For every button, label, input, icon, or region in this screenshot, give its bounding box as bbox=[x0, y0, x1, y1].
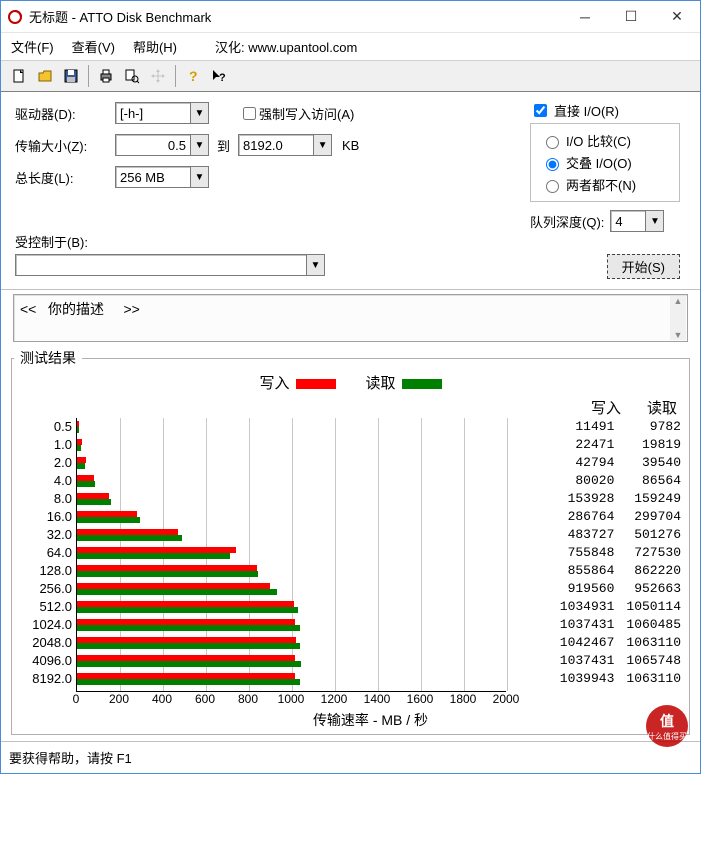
xfer-to-label: 到 bbox=[209, 136, 238, 155]
length-label: 总长度(L): bbox=[15, 168, 115, 187]
force-write-checkbox[interactable] bbox=[243, 107, 256, 120]
minimize-button[interactable]: ─ bbox=[562, 1, 608, 33]
toolbar-separator bbox=[88, 65, 89, 87]
x-axis: 0200400600800100012001400160018002000 bbox=[76, 692, 506, 708]
read-values-column: 9782198193954086564159249299704501276727… bbox=[614, 418, 681, 692]
maximize-button[interactable]: ☐ bbox=[608, 1, 654, 33]
neither-radio[interactable] bbox=[546, 180, 559, 193]
legend-read-label: 读取 bbox=[366, 375, 396, 392]
whatsthis-icon[interactable]: ? bbox=[207, 64, 231, 88]
chevron-down-icon[interactable]: ▼ bbox=[190, 103, 208, 123]
status-text: 要获得帮助，请按 F1 bbox=[9, 748, 132, 767]
xfer-label: 传输大小(Z): bbox=[15, 136, 115, 155]
drive-input[interactable] bbox=[116, 103, 190, 123]
scrollbar[interactable]: ▲▼ bbox=[670, 296, 686, 340]
form-area: 驱动器(D): ▼ 强制写入访问(A) 传输大小(Z): ▼ 到 ▼ bbox=[1, 92, 700, 290]
legend-write-swatch bbox=[296, 379, 336, 389]
help-icon[interactable]: ? bbox=[181, 64, 205, 88]
print-icon[interactable] bbox=[94, 64, 118, 88]
plot-area bbox=[76, 418, 506, 692]
save-icon[interactable] bbox=[59, 64, 83, 88]
localize-url: www.upantool.com bbox=[248, 40, 357, 55]
preview-icon[interactable] bbox=[120, 64, 144, 88]
io-compare-label: I/O 比较(C) bbox=[566, 131, 631, 150]
move-icon[interactable] bbox=[146, 64, 170, 88]
svg-text:?: ? bbox=[219, 72, 226, 84]
neither-label: 两者都不(N) bbox=[566, 175, 636, 194]
chevron-down-icon[interactable]: ▼ bbox=[190, 135, 208, 155]
open-icon[interactable] bbox=[33, 64, 57, 88]
chart: 0.51.02.04.08.016.032.064.0128.0256.0512… bbox=[14, 418, 687, 692]
window-title: 无标题 - ATTO Disk Benchmark bbox=[29, 7, 562, 26]
controlled-input[interactable] bbox=[16, 255, 306, 275]
titlebar: 无标题 - ATTO Disk Benchmark ─ ☐ ✕ bbox=[1, 1, 700, 33]
y-axis-labels: 0.51.02.04.08.016.032.064.0128.0256.0512… bbox=[14, 418, 76, 692]
io-compare-radio[interactable] bbox=[546, 136, 559, 149]
results-fieldset: 测试结果 写入 读取 写入 读取 0.51.02.04.08.016.032.0… bbox=[11, 348, 690, 735]
app-icon bbox=[7, 9, 23, 25]
menu-file[interactable]: 文件(F) bbox=[11, 37, 54, 56]
drive-label: 驱动器(D): bbox=[15, 104, 115, 123]
localize-label: 汉化: www.upantool.com bbox=[215, 37, 357, 56]
chevron-down-icon[interactable]: ▼ bbox=[190, 167, 208, 187]
col-header-read: 读取 bbox=[647, 397, 677, 418]
statusbar: 要获得帮助，请按 F1 bbox=[1, 741, 700, 773]
close-button[interactable]: ✕ bbox=[654, 1, 700, 33]
new-icon[interactable] bbox=[7, 64, 31, 88]
controlled-combo[interactable]: ▼ bbox=[15, 254, 325, 276]
drive-combo[interactable]: ▼ bbox=[115, 102, 209, 124]
direct-io-checkbox[interactable] bbox=[534, 104, 547, 117]
overlap-io-radio[interactable] bbox=[546, 158, 559, 171]
xfer-to-input[interactable] bbox=[239, 135, 313, 155]
description-text: 你的描述 bbox=[48, 301, 104, 317]
app-window: 无标题 - ATTO Disk Benchmark ─ ☐ ✕ 文件(F) 查看… bbox=[0, 0, 701, 774]
controlled-label: 受控制于(B): bbox=[15, 235, 88, 250]
start-button[interactable]: 开始(S) bbox=[607, 254, 680, 279]
xfer-from-input[interactable] bbox=[116, 135, 190, 155]
overlap-io-label: 交叠 I/O(O) bbox=[566, 153, 632, 172]
watermark-badge: 值 什么值得买 bbox=[646, 705, 688, 747]
description-box[interactable]: << 你的描述 >> ▲▼ bbox=[13, 294, 688, 342]
menu-view[interactable]: 查看(V) bbox=[72, 37, 115, 56]
queue-input[interactable] bbox=[611, 211, 645, 231]
svg-text:?: ? bbox=[189, 68, 198, 84]
force-write-label: 强制写入访问(A) bbox=[259, 104, 354, 123]
direct-io-label: 直接 I/O(R) bbox=[554, 101, 619, 120]
results-title: 测试结果 bbox=[14, 348, 82, 368]
xfer-to-combo[interactable]: ▼ bbox=[238, 134, 332, 156]
menu-help[interactable]: 帮助(H) bbox=[133, 37, 177, 56]
data-columns: 1149122471427948002015392828676448372775… bbox=[506, 418, 687, 692]
length-input[interactable] bbox=[116, 167, 190, 187]
xfer-from-combo[interactable]: ▼ bbox=[115, 134, 209, 156]
length-combo[interactable]: ▼ bbox=[115, 166, 209, 188]
col-header-write: 写入 bbox=[591, 397, 621, 418]
toolbar: ? ? bbox=[1, 60, 700, 92]
x-axis-label: 传输速率 - MB / 秒 bbox=[54, 710, 687, 730]
queue-label: 队列深度(Q): bbox=[530, 212, 604, 231]
chevron-down-icon[interactable]: ▼ bbox=[306, 255, 324, 275]
chevron-down-icon[interactable]: ▼ bbox=[313, 135, 331, 155]
toolbar-separator bbox=[175, 65, 176, 87]
chart-legend: 写入 读取 bbox=[14, 372, 687, 393]
xfer-unit: KB bbox=[332, 138, 359, 153]
legend-write-label: 写入 bbox=[259, 375, 289, 392]
chevron-down-icon[interactable]: ▼ bbox=[645, 211, 663, 231]
queue-combo[interactable]: ▼ bbox=[610, 210, 664, 232]
menubar: 文件(F) 查看(V) 帮助(H) 汉化: www.upantool.com bbox=[1, 33, 700, 60]
write-values-column: 1149122471427948002015392828676448372775… bbox=[548, 418, 615, 692]
legend-read-swatch bbox=[402, 379, 442, 389]
